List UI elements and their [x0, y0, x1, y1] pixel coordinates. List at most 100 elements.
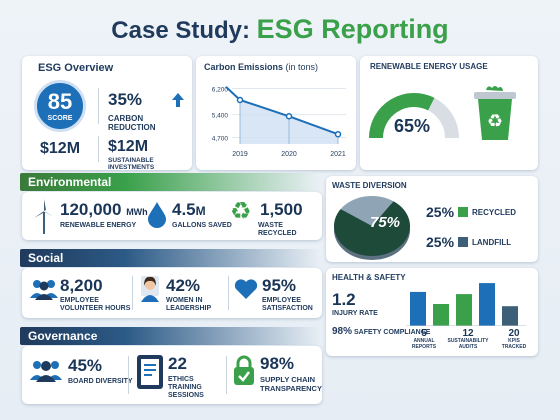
page-title-prefix: Case Study:: [111, 17, 257, 44]
health-stat-0: 5 ANNUAL REPORTS: [406, 328, 442, 351]
heart-icon: [234, 278, 258, 305]
score-badge: 85 SCORE: [34, 80, 86, 132]
recycle-icon: ♻: [230, 198, 252, 225]
env-item-2-label: WASTE RECYCLED: [258, 222, 297, 238]
renewable-energy-card: RENEWABLE ENERGY USAGE 65% ♻: [360, 56, 538, 170]
money-left-value: $12M: [40, 140, 81, 157]
governance-card: 45% BOARD DIVERSITY 22 ETHICS TRAINING S…: [22, 346, 322, 404]
env-item-2-value: 1,500: [260, 200, 303, 219]
carbon-ytick-label: 6,200: [212, 87, 229, 94]
money-right-value: $12M: [108, 138, 149, 155]
health-stat-1: 12 SUSTAINABILITY AUDITS: [446, 328, 490, 351]
esg-overview-heading: ESG Overview: [38, 62, 114, 74]
health-bar: [479, 283, 495, 326]
gov-item-0-label: BOARD DIVERSITY: [68, 378, 133, 385]
score-label: SCORE: [47, 115, 73, 122]
esg-overview-card: ESG Overview 85 SCORE 35% CARBON REDUCTI…: [22, 56, 192, 172]
health-stat-0-label: ANNUAL REPORTS: [411, 338, 437, 350]
carbon-point: [334, 130, 342, 138]
carbon-emissions-chart: 6,200 5,400 4,700 2019 2020 2021: [212, 86, 346, 158]
gov-item-1-value: 22: [168, 354, 187, 373]
social-item-2-value: 95%: [262, 276, 297, 295]
carbon-heading-unit: (in tons): [285, 62, 319, 72]
injury-rate-label: INJURY RATE: [332, 310, 378, 317]
water-drop-icon: [148, 202, 166, 233]
page-title-highlight: ESG Reporting: [256, 14, 449, 44]
waste-legend-0-swatch: [458, 207, 468, 217]
health-bar: [456, 294, 472, 326]
health-bar-chart: [406, 283, 526, 326]
health-stat-2-value: 20: [508, 328, 520, 339]
carbon-heading-text: Carbon Emissions: [204, 62, 284, 72]
health-stat-2-label: KPIs TRACKED: [501, 338, 527, 350]
waste-legend-1-value: 25%: [426, 234, 455, 250]
social-item-0-label: EMPLOYEE VOLUNTEER HOURS: [60, 297, 131, 313]
env-item-1-label: GALLONS SAVED: [172, 222, 232, 229]
waste-pie-chart: [334, 196, 410, 260]
gov-item-1-label: ETHICS TRAINING SESSIONS: [168, 376, 204, 400]
carbon-point: [285, 113, 293, 120]
carbon-point: [236, 96, 244, 104]
social-card: 8,200 EMPLOYEE VOLUNTEER HOURS 42% WOMEN…: [22, 268, 322, 318]
wind-turbine-icon: [32, 198, 56, 239]
social-item-1-value: 42%: [166, 276, 201, 295]
env-item-0-label: RENEWABLE ENERGY: [60, 222, 137, 229]
env-item-0-value-row: 120,000 MWh: [60, 200, 148, 220]
ethics-document-icon: [136, 354, 164, 395]
renewable-gauge: [369, 93, 459, 139]
carbon-xtick-label: 2020: [281, 151, 297, 158]
gov-item-2-value: 98%: [260, 354, 295, 373]
gov-item-0-value: 45%: [68, 356, 103, 375]
page-title: Case Study: ESG Reporting: [0, 14, 560, 45]
waste-heading: WASTE DIVERSION: [332, 181, 407, 190]
health-bar: [502, 306, 518, 326]
lock-icon: [232, 354, 256, 391]
health-bar: [410, 291, 426, 326]
woman-leader-icon: [138, 274, 162, 313]
injury-rate-value: 1.2: [332, 290, 356, 309]
health-safety-card: HEALTH & SAFETY 1.2 INJURY RATE 98% SAFE…: [326, 268, 538, 356]
social-banner: Social: [20, 249, 320, 267]
waste-pie-label: 75%: [370, 214, 401, 231]
health-heading: HEALTH & SAFETY: [332, 273, 406, 282]
waste-diversion-card: WASTE DIVERSION 75% 25% RECYCLED 25% LAN…: [326, 176, 538, 262]
safety-compliance-row: 98% SAFETY COMPLIANCE: [332, 326, 430, 337]
waste-legend-0-label: RECYCLED: [472, 208, 517, 217]
carbon-ytick-label: 4,700: [212, 135, 229, 142]
health-stat-0-value: 5: [421, 328, 427, 339]
safety-compliance-label: SAFETY COMPLIANCE: [353, 329, 431, 336]
social-item-2-label: EMPLOYEE SATISFACTION: [262, 297, 313, 313]
carbon-xtick-label: 2019: [232, 151, 248, 158]
env-item-0-value: 120,000: [60, 200, 122, 219]
governance-banner: Governance: [20, 327, 320, 345]
arrow-up-icon: [172, 93, 184, 107]
env-item-1-value: 4.5: [172, 200, 196, 219]
carbon-emissions-heading: Carbon Emissions (in tons): [204, 62, 318, 72]
safety-compliance-value: 98%: [332, 326, 353, 337]
renewable-heading: RENEWABLE ENERGY USAGE: [370, 62, 488, 71]
gov-item-2-label: SUPPLY CHAIN TRANSPARENCY: [260, 375, 322, 393]
waste-legend-0-value: 25%: [426, 204, 455, 220]
sustainable-investments-label: SUSTAINABLE INVESTMENTS: [108, 157, 155, 172]
renewable-gauge-value: 65%: [394, 116, 431, 136]
env-item-1-unit: M: [195, 204, 206, 218]
social-item-1-label: WOMEN IN LEADERSHIP: [166, 297, 212, 313]
carbon-xtick-label: 2021: [330, 151, 346, 158]
volunteers-icon: [30, 278, 58, 305]
carbon-series-line: [225, 86, 339, 136]
gauge-fill: [369, 93, 435, 139]
pie-slice-landfill: [340, 196, 394, 226]
score-value: 85: [47, 89, 73, 114]
carbon-emissions-card: Carbon Emissions (in tons) 6,200 5,400 4,7…: [196, 56, 356, 170]
environmental-banner: Environmental: [20, 173, 320, 191]
env-item-1-value-row: 4.5M: [172, 200, 206, 220]
waste-legend-1-swatch: [458, 237, 468, 247]
svg-text:♻: ♻: [487, 111, 503, 131]
health-stat-2: 20 KPIs TRACKED: [496, 328, 532, 351]
carbon-reduction-label: CARBON REDUCTION: [108, 114, 156, 133]
board-icon: [30, 358, 62, 387]
waste-legend-1-label: LANDFILL: [472, 238, 512, 247]
carbon-reduction-value: 35%: [108, 90, 143, 109]
environmental-card: 120,000 MWh RENEWABLE ENERGY 4.5M GALLON…: [22, 192, 322, 240]
pie-slice-recycled: [334, 201, 410, 256]
